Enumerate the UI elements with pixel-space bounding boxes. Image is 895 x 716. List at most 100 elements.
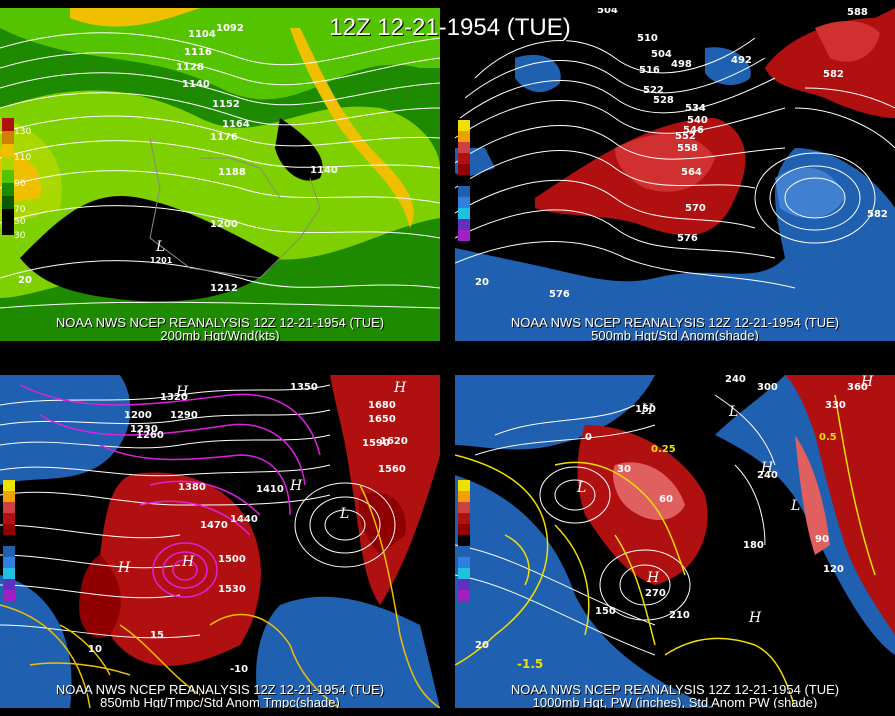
contour-label: 1104 — [188, 29, 216, 40]
panel-500mb: 504 510 504 498 516 522 528 534 540 546 … — [455, 8, 895, 341]
legend-swatch — [458, 557, 470, 568]
legend-swatch — [458, 120, 470, 131]
legend-swatch — [3, 557, 15, 568]
contour-label: 582 — [823, 69, 844, 80]
contour-label: 540 — [687, 115, 708, 126]
contour-label: 20 — [18, 275, 32, 286]
legend-label: 130 — [14, 127, 32, 137]
legend-swatch — [458, 164, 470, 175]
contour-label: 1212 — [210, 283, 238, 294]
contour-label: 570 — [685, 203, 706, 214]
low-marker: L — [340, 506, 350, 522]
high-marker: H — [118, 560, 131, 576]
contour-label: 1440 — [230, 514, 258, 525]
contour-label: 534 — [685, 103, 706, 114]
contour-label: 1140 — [182, 79, 210, 90]
contour-label: 240 — [725, 375, 746, 385]
contour-label: 558 — [677, 143, 698, 154]
legend-swatch — [2, 118, 14, 131]
contour-label: 1260 — [136, 430, 164, 441]
legend-swatch — [458, 186, 470, 197]
legend-swatch — [3, 568, 15, 579]
contour-label: 1290 — [170, 410, 198, 421]
legend-label: 90 — [14, 179, 26, 189]
contour-label: 0.25 — [651, 444, 676, 455]
page-title: 12Z 12-21-1954 (TUE) — [329, 14, 571, 41]
contour-label: 1560 — [378, 464, 406, 475]
contour-label: 330 — [825, 400, 846, 411]
legend-swatch — [458, 219, 470, 230]
legend-swatch — [458, 579, 470, 590]
contour-label: 20 — [475, 277, 489, 288]
high-marker: H — [290, 478, 303, 494]
legend-swatch — [2, 144, 14, 157]
legend-swatch — [3, 480, 15, 491]
contour-label: 576 — [549, 289, 570, 300]
high-marker: H — [176, 384, 189, 400]
low-marker: L — [577, 480, 587, 496]
legend-swatch — [458, 208, 470, 219]
contour-label: 1188 — [218, 167, 246, 178]
legend-swatch — [3, 535, 15, 546]
panel-title-line2: 500mb Hgt/Std Anom(shade) — [591, 328, 759, 341]
contour-label: 1092 — [216, 23, 244, 34]
legend-swatch — [458, 197, 470, 208]
contour-label: 150 — [635, 404, 656, 415]
high-marker: H — [394, 380, 407, 396]
contour-label: 1620 — [380, 436, 408, 447]
panel-850mb: 1200 1230 1260 1290 1320 1350 1380 1410 … — [0, 375, 440, 708]
legend-swatch — [458, 491, 470, 502]
panel-title-line2: 1000mb Hgt, PW (inches), Std Anom PW (sh… — [532, 695, 818, 708]
low-marker: L — [156, 239, 166, 255]
contour-label: 20 — [475, 640, 489, 651]
contour-label: 1350 — [290, 382, 318, 393]
contour-label: 576 — [677, 233, 698, 244]
legend-swatch — [3, 502, 15, 513]
contour-label: 498 — [671, 59, 692, 70]
legend-label: 50 — [14, 217, 26, 227]
contour-label: 504 — [597, 8, 618, 16]
contour-label: 1164 — [222, 119, 250, 130]
high-marker: H — [182, 554, 195, 570]
contour-label: 90 — [815, 534, 829, 545]
panel-200mb: 130 110 90 70 50 30 1104 1092 1116 1128 … — [0, 8, 440, 341]
contour-label: 15 — [150, 630, 164, 641]
anom-legend — [458, 120, 470, 241]
high-marker: H — [647, 570, 660, 586]
legend-swatch — [458, 535, 470, 546]
contour-label: 120 — [823, 564, 844, 575]
contour-label: 240 — [757, 470, 778, 481]
legend-swatch — [3, 579, 15, 590]
legend-swatch — [3, 491, 15, 502]
contour-label: 1590 — [362, 438, 390, 449]
low-value: 1201 — [150, 256, 173, 265]
legend-swatch — [2, 209, 14, 222]
high-marker: H — [861, 375, 874, 390]
legend-swatch — [458, 513, 470, 524]
contour-label: 1140 — [310, 165, 338, 176]
map-1000mb — [455, 375, 895, 708]
panel-title-line1: NOAA NWS NCEP REANALYSIS 12Z 12-21-1954 … — [55, 315, 385, 330]
low-marker: L — [729, 404, 739, 420]
contour-label: 10 — [88, 644, 102, 655]
legend-swatch — [458, 590, 470, 601]
legend-swatch — [458, 502, 470, 513]
legend-swatch — [458, 480, 470, 491]
legend-swatch — [2, 131, 14, 144]
contour-label: 180 — [743, 540, 764, 551]
panel-title-line1: NOAA NWS NCEP REANALYSIS 12Z 12-21-1954 … — [510, 682, 840, 697]
wind-legend: 130 110 90 70 50 30 — [2, 118, 31, 241]
legend-swatch — [3, 590, 15, 601]
legend-swatch — [3, 513, 15, 524]
contour-label: 1650 — [368, 414, 396, 425]
contour-label: 60 — [659, 494, 673, 505]
contour-label: 1176 — [210, 132, 238, 143]
legend-swatch — [458, 546, 470, 557]
map-850mb — [0, 375, 440, 708]
contour-label: 270 — [645, 588, 666, 599]
map-500mb — [455, 8, 895, 341]
legend-swatch — [2, 183, 14, 196]
contour-label: 522 — [643, 85, 664, 96]
contour-label: 564 — [681, 167, 702, 178]
contour-label: 510 — [637, 33, 658, 44]
